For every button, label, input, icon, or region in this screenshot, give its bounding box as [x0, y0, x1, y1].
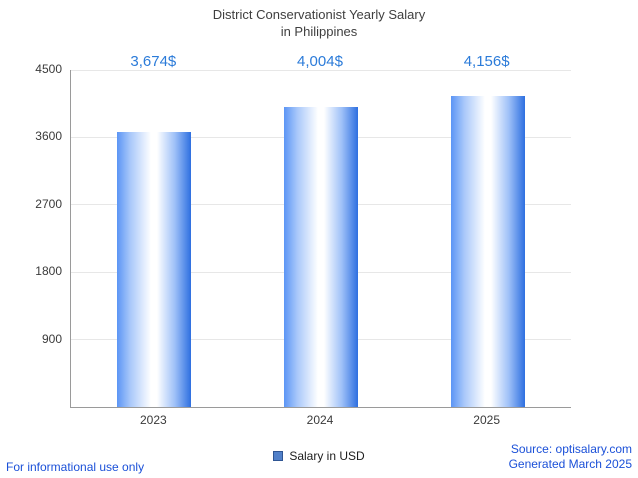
chart-title: District Conservationist Yearly Salary i…: [0, 6, 638, 40]
y-axis-tick-label: 1800: [35, 264, 62, 279]
y-axis-tick-label: 2700: [35, 196, 62, 211]
x-axis-label-2024: 2024: [306, 413, 334, 427]
source-link[interactable]: Source: optisalary.com: [510, 442, 632, 456]
bar-value-label-2024: 4,004$: [297, 53, 343, 70]
y-axis-tick-label: 4500: [35, 62, 62, 76]
legend-label: Salary in USD: [289, 449, 365, 463]
disclaimer-text: For informational use only: [6, 460, 145, 474]
bar-value-label-2023: 3,674$: [130, 53, 177, 70]
legend-swatch-icon: [273, 451, 284, 461]
chart-title-line1: District Conservationist Yearly Salary: [212, 7, 426, 22]
x-axis-label-2023: 2023: [139, 413, 167, 427]
plot-area: [70, 69, 571, 408]
legend: Salary in USD: [0, 449, 638, 463]
bar-2023: [117, 131, 192, 407]
y-axis-tick-label: 900: [41, 331, 62, 346]
bar-2024: [284, 107, 358, 407]
gridline-4500: [71, 69, 571, 71]
generated-date: Generated March 2025: [508, 457, 632, 471]
bar-value-label-2025: 4,156$: [463, 53, 510, 70]
x-axis-label-2025: 2025: [473, 413, 500, 427]
y-axis-tick-label: 3600: [35, 129, 62, 144]
source-info: Source: optisalary.com Generated March 2…: [509, 442, 632, 472]
chart-title-line2: in Philippines: [280, 24, 358, 39]
bar-2025: [450, 95, 525, 407]
